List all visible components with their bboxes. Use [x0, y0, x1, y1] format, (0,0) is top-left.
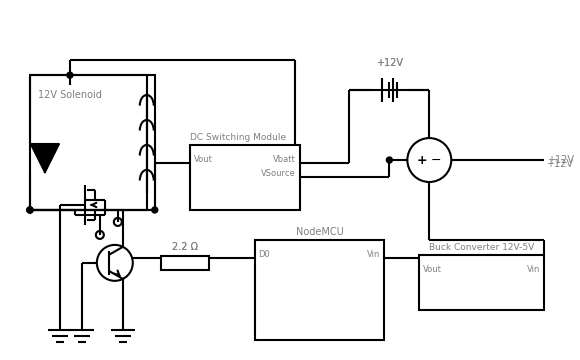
Circle shape	[386, 157, 393, 163]
Text: D0: D0	[259, 250, 270, 259]
Text: Vout: Vout	[423, 265, 442, 274]
Bar	[30, 75, 155, 210]
Text: +12V: +12V	[547, 155, 574, 165]
Circle shape	[67, 72, 73, 78]
Text: Vout: Vout	[194, 155, 213, 164]
Text: NodeMCU: NodeMCU	[296, 227, 343, 237]
Text: +12V: +12V	[376, 58, 403, 68]
Text: +12V: +12V	[546, 159, 573, 169]
Circle shape	[152, 207, 158, 213]
Bar	[255, 240, 385, 340]
Text: Buck Converter 12V-5V: Buck Converter 12V-5V	[429, 243, 534, 252]
Bar	[190, 145, 299, 210]
Circle shape	[27, 207, 33, 213]
Text: −: −	[431, 153, 441, 167]
Bar	[161, 256, 209, 270]
Text: +: +	[417, 153, 427, 167]
Text: 2.2 Ω: 2.2 Ω	[172, 242, 198, 252]
Circle shape	[27, 207, 33, 213]
Text: VSource: VSource	[261, 169, 296, 178]
Text: Vbatt: Vbatt	[273, 155, 296, 164]
Text: DC Switching Module: DC Switching Module	[190, 133, 286, 142]
Circle shape	[27, 207, 33, 213]
Polygon shape	[31, 144, 59, 172]
Bar	[419, 255, 544, 310]
Text: 2.2 Ω: 2.2 Ω	[172, 242, 198, 252]
Text: +12V: +12V	[376, 58, 403, 68]
Text: Vin: Vin	[367, 250, 380, 259]
Text: 12V Solenoid: 12V Solenoid	[38, 90, 102, 100]
Text: Vin: Vin	[527, 265, 540, 274]
